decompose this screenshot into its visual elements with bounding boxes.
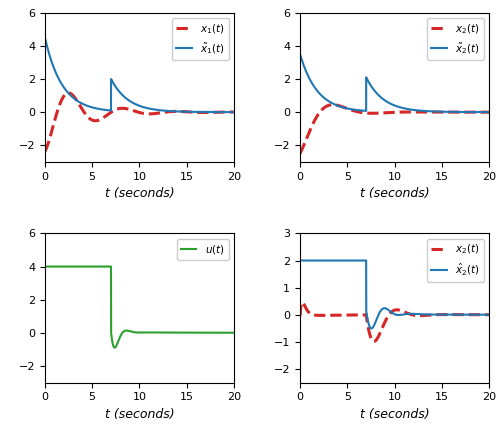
$x_2(t)$ [324,104,330,109]
$\tilde{x}_2(t)$ [380,96,386,101]
$u(t)$ [68,264,74,269]
$\tilde{x}_2(t)$ [486,110,492,115]
$x_2(t)$ [324,313,330,318]
Legend: $u(t)$: $u(t)$ [177,238,229,260]
$x_1(t)$ [122,106,128,111]
$\hat{x}_2(t)$ [486,312,492,317]
$\tilde{x}_1(t)$ [79,101,85,106]
$x_1(t)$ [68,92,74,97]
$x_2(t)$ [486,312,492,317]
Legend: $x_2(t)$, $\hat{x}_2(t)$: $x_2(t)$, $\hat{x}_2(t)$ [427,238,484,282]
$\hat{x}_2(t)$ [324,258,330,263]
$x_2(t)$ [392,110,398,115]
$x_2(t)$ [392,307,398,312]
Line: $x_2(t)$: $x_2(t)$ [300,302,489,341]
$u(t)$ [171,330,177,335]
X-axis label: t (seconds): t (seconds) [360,187,429,200]
$x_1(t)$ [231,110,237,115]
$u(t)$ [79,264,85,269]
$x_2(t)$ [297,314,303,319]
$\tilde{x}_1(t)$ [231,110,237,115]
$u(t)$ [137,330,143,335]
$x_1(t)$ [137,110,143,115]
$x_2(t)$ [426,110,432,115]
$x_1(t)$ [79,107,85,112]
$u(t)$ [122,328,128,333]
X-axis label: t (seconds): t (seconds) [105,187,174,200]
$u(t)$ [124,328,130,333]
$\tilde{x}_2(t)$ [426,109,432,114]
$\hat{x}_2(t)$ [392,312,398,317]
$x_2(t)$ [371,339,377,344]
$\tilde{x}_2(t)$ [392,103,398,108]
$x_2(t)$ [378,110,384,116]
$x_2(t)$ [297,151,303,156]
$\tilde{x}_2(t)$ [297,51,303,57]
$\tilde{x}_2(t)$ [324,97,330,102]
$x_2(t)$ [486,110,492,115]
$x_2(t)$ [299,300,305,305]
Legend: $x_2(t)$, $\tilde{x}_2(t)$: $x_2(t)$, $\tilde{x}_2(t)$ [427,18,484,60]
$u(t)$ [112,345,118,350]
$x_1(t)$ [42,149,48,154]
Line: $x_1(t)$: $x_1(t)$ [45,93,234,151]
X-axis label: t (seconds): t (seconds) [105,408,174,421]
$\hat{x}_2(t)$ [297,258,303,263]
$x_2(t)$ [380,325,386,330]
$\hat{x}_2(t)$ [378,309,384,314]
$\tilde{x}_1(t)$ [137,103,143,108]
Line: $x_2(t)$: $x_2(t)$ [300,105,489,153]
$x_2(t)$ [378,329,384,334]
$\hat{x}_2(t)$ [426,312,432,317]
$x_2(t)$ [335,103,341,108]
$\hat{x}_2(t)$ [380,306,386,312]
$\hat{x}_2(t)$ [368,326,374,331]
$x_2(t)$ [330,102,336,107]
$\tilde{x}_1(t)$ [124,97,130,102]
$\tilde{x}_1(t)$ [68,94,74,99]
$x_1(t)$ [124,106,130,111]
X-axis label: t (seconds): t (seconds) [360,408,429,421]
$x_1(t)$ [171,109,177,114]
$x_2(t)$ [380,110,386,116]
$u(t)$ [231,330,237,335]
$x_2(t)$ [335,313,341,318]
Line: $\tilde{x}_1(t)$: $\tilde{x}_1(t)$ [45,37,234,112]
$\hat{x}_2(t)$ [334,258,340,263]
Legend: $x_1(t)$, $\tilde{x}_1(t)$: $x_1(t)$, $\tilde{x}_1(t)$ [172,18,229,60]
Line: $\hat{x}_2(t)$: $\hat{x}_2(t)$ [300,261,489,329]
$\tilde{x}_2(t)$ [334,103,340,108]
$\tilde{x}_1(t)$ [122,95,128,100]
$x_2(t)$ [426,312,432,317]
Line: $u(t)$: $u(t)$ [45,266,234,348]
$\tilde{x}_1(t)$ [171,109,177,114]
$\tilde{x}_2(t)$ [377,94,383,99]
$\tilde{x}_1(t)$ [42,35,48,40]
$x_1(t)$ [65,91,71,96]
Line: $\tilde{x}_2(t)$: $\tilde{x}_2(t)$ [300,54,489,112]
$u(t)$ [42,264,48,269]
